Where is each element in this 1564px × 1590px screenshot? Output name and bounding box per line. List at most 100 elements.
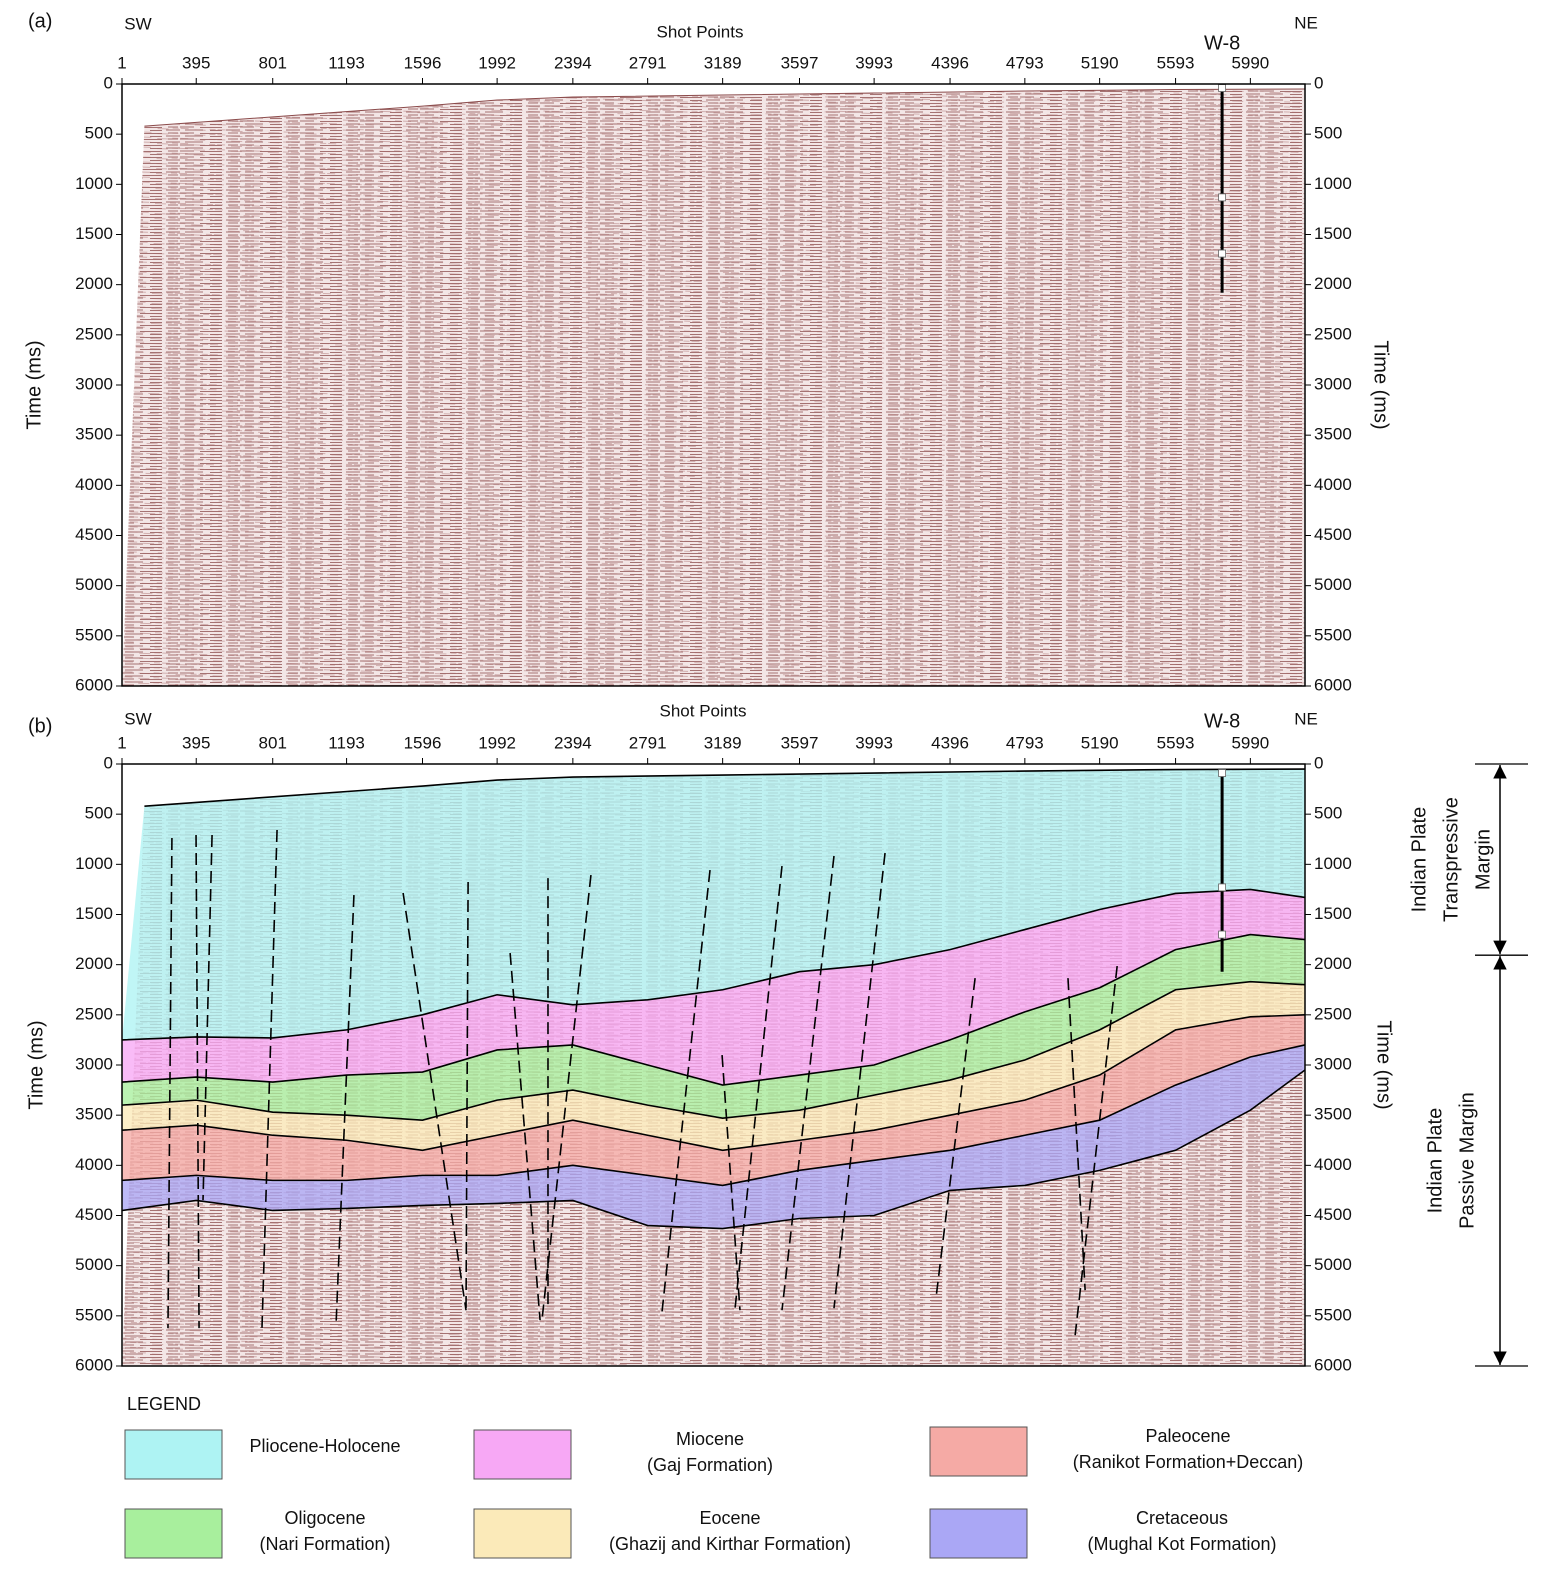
y2-tick-label: 3500 — [1314, 425, 1352, 444]
legend-title: LEGEND — [127, 1394, 201, 1414]
y2-tick-label: 6000 — [1314, 1355, 1352, 1374]
y-tick-label: 3500 — [75, 1105, 113, 1124]
x-tick-label: 1193 — [328, 733, 365, 752]
y-tick-label: 5000 — [75, 1255, 113, 1274]
y-tick-label: 5500 — [75, 625, 113, 644]
panel-label: (b) — [28, 715, 52, 737]
legend-label: Cretaceous — [1136, 1508, 1228, 1528]
legend-sublabel: (Mughal Kot Formation) — [1087, 1534, 1276, 1554]
legend-label: Miocene — [676, 1429, 744, 1449]
y2-tick-label: 500 — [1314, 124, 1342, 143]
y2-tick-label: 2500 — [1314, 324, 1352, 343]
fault — [402, 892, 467, 1311]
y-tick-label: 2500 — [75, 324, 113, 343]
sea-bed — [144, 768, 1306, 807]
legend-sublabel: (Nari Formation) — [259, 1534, 390, 1554]
legend-swatch — [929, 1426, 1028, 1477]
x-tick-label: 1992 — [478, 53, 516, 72]
y2-tick-label: 5000 — [1314, 1255, 1352, 1274]
y-tick-label: 0 — [104, 73, 113, 92]
y-tick-label: 3500 — [75, 425, 113, 444]
y-tick-label: 3000 — [75, 374, 113, 393]
well-marker — [1218, 249, 1227, 258]
y-axis-title: Time (ms) — [23, 340, 45, 429]
unit-fill — [122, 889, 1305, 1086]
y2-axis-title: Time (ms) — [1373, 1020, 1395, 1109]
x-tick-label: 3189 — [704, 733, 742, 752]
x-tick-label: 801 — [259, 733, 287, 752]
y2-tick-label: 3000 — [1314, 374, 1352, 393]
y2-tick-label: 6000 — [1314, 675, 1352, 694]
x-tick-label: 3597 — [781, 53, 819, 72]
y2-tick-label: 1500 — [1314, 224, 1352, 243]
y-tick-label: 2500 — [75, 1004, 113, 1023]
y-tick-label: 1000 — [75, 854, 113, 873]
x-tick-label: 4396 — [931, 53, 969, 72]
unit-fill — [122, 981, 1305, 1151]
y2-tick-label: 5000 — [1314, 575, 1352, 594]
y2-tick-label: 0 — [1314, 753, 1323, 772]
well-marker — [1218, 84, 1227, 92]
left-direction: SW — [124, 709, 151, 728]
y2-tick-label: 4500 — [1314, 1205, 1352, 1224]
y2-tick-label: 3500 — [1314, 1105, 1352, 1124]
right-direction: NE — [1294, 709, 1318, 728]
margin-label: Indian Plate — [1408, 807, 1430, 913]
y2-tick-label: 2000 — [1314, 954, 1352, 973]
x-axis-title: Shot Points — [657, 22, 744, 41]
legend-swatch — [124, 1429, 223, 1480]
legend-swatch — [124, 1508, 223, 1559]
fault — [1074, 965, 1118, 1336]
x-tick-label: 801 — [259, 53, 287, 72]
legend-label: Oligocene — [284, 1508, 365, 1528]
margin-label: Indian Plate — [1424, 1108, 1446, 1214]
x-tick-label: 2394 — [554, 733, 592, 752]
y2-axis-title: Time (ms) — [1370, 340, 1392, 429]
x-tick-label: 3993 — [855, 733, 893, 752]
x-tick-label: 2394 — [554, 53, 592, 72]
x-tick-label: 3597 — [781, 733, 819, 752]
well-marker — [1218, 930, 1227, 939]
legend-swatch — [929, 1508, 1028, 1559]
y-tick-label: 6000 — [75, 1355, 113, 1374]
y-tick-label: 500 — [85, 124, 113, 143]
y-tick-label: 1500 — [75, 904, 113, 923]
fault — [509, 952, 541, 1321]
well-label: W-8 — [1204, 710, 1240, 732]
x-tick-label: 395 — [182, 53, 210, 72]
fault — [721, 1055, 741, 1311]
fault — [202, 835, 213, 1201]
y-axis-title: Time (ms) — [25, 1020, 47, 1109]
y2-tick-label: 0 — [1314, 73, 1323, 92]
x-axis-title: Shot Points — [660, 701, 747, 720]
margin-label: Transpressive — [1440, 797, 1462, 922]
y-tick-label: 2000 — [75, 954, 113, 973]
y2-tick-label: 4000 — [1314, 1155, 1352, 1174]
right-direction: NE — [1294, 13, 1318, 32]
x-tick-label: 4793 — [1006, 733, 1044, 752]
panel-label: (a) — [28, 10, 52, 32]
x-tick-label: 5593 — [1157, 733, 1195, 752]
y-tick-label: 4500 — [75, 525, 113, 544]
fault — [781, 855, 835, 1311]
unit-fill — [122, 769, 1305, 1040]
well-marker — [1218, 883, 1227, 892]
x-tick-label: 3993 — [855, 53, 893, 72]
x-tick-label: 5990 — [1231, 53, 1269, 72]
unit-fill — [122, 1044, 1305, 1229]
y-tick-label: 500 — [85, 804, 113, 823]
well-marker — [1218, 769, 1227, 777]
x-tick-label: 4793 — [1006, 53, 1044, 72]
y-tick-label: 5000 — [75, 575, 113, 594]
fault — [833, 852, 886, 1309]
well-marker — [1218, 193, 1227, 202]
y-tick-label: 5500 — [75, 1305, 113, 1324]
y-tick-label: 2000 — [75, 274, 113, 293]
horizon — [121, 980, 1306, 1121]
y-tick-label: 4500 — [75, 1205, 113, 1224]
y-tick-label: 4000 — [75, 1155, 113, 1174]
y-tick-label: 0 — [104, 753, 113, 772]
y2-tick-label: 500 — [1314, 804, 1342, 823]
legend-swatch — [473, 1429, 572, 1480]
